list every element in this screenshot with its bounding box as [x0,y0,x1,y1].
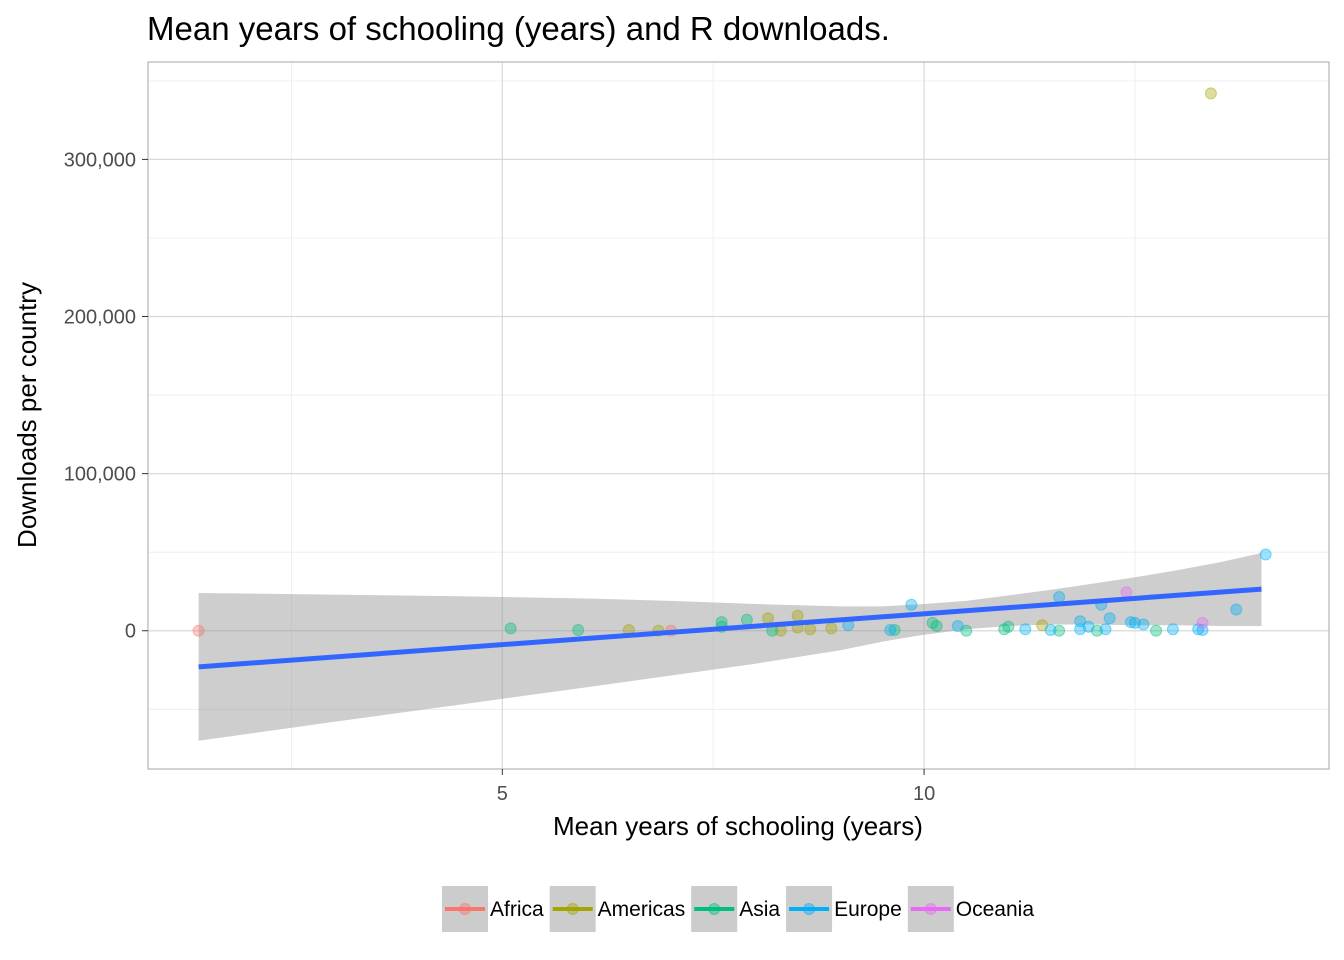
data-point-europe [1074,615,1087,628]
data-point-asia [998,623,1011,636]
data-point-europe [1124,616,1137,629]
legend-label: Oceania [956,898,1035,921]
confidence-band [198,553,1262,741]
data-point-asia [1002,620,1015,633]
data-point-asia [960,624,973,637]
data-point-europe [1166,623,1179,636]
data-point-americas [791,609,804,622]
data-point-asia [926,616,939,629]
y-tick-label: 200,000 [64,307,136,329]
chart-title: Mean years of schooling (years) and R do… [147,10,890,47]
data-point-americas [804,623,817,636]
confidence-band-area [198,553,1262,741]
data-point-europe [1196,624,1209,636]
data-point-africa [192,624,205,637]
data-point-europe [1019,623,1032,636]
legend: Africa Americas Asia Europe Oceania [441,886,1035,932]
data-point-europe [905,598,918,611]
regression-line [198,586,1262,670]
legend-item-oceania: Oceania [907,886,1035,932]
plot-panel [147,61,1330,770]
data-point-europe [1230,603,1243,616]
data-point-oceania [1196,616,1209,629]
data-point-europe [1074,623,1087,636]
legend-key-point [803,903,816,915]
data-point-americas [1036,619,1049,632]
data-point-europe [1192,623,1205,636]
legend-key-point [458,903,471,915]
data-point-europe [1129,616,1141,629]
data-point-americas [762,612,774,625]
legend-label: Asia [739,898,780,921]
x-tick-label: 5 [497,783,508,805]
legend-label: Europe [834,898,902,921]
legend-item-europe: Europe [786,886,902,932]
data-point-europe [1082,620,1095,633]
data-point-europe [951,620,964,632]
data-point-europe [1044,624,1057,636]
data-point-europe [884,624,897,636]
legend-item-africa: Africa [441,886,544,932]
plot-background [148,62,1329,769]
legend-label: Americas [598,898,686,921]
y-tick-label: 100,000 [64,464,136,486]
data-point-asia [572,624,585,636]
x-axis: 5 10 [497,769,935,805]
legend-label: Africa [490,898,544,921]
regression-line-path [198,586,1262,670]
data-point-europe [1137,618,1150,631]
data-point-oceania [1120,586,1133,599]
x-axis-title: Mean years of schooling (years) [553,811,923,841]
x-tick-label: 10 [913,783,935,805]
data-point-asia [1053,624,1066,637]
data-point-asia [740,613,753,626]
legend-key-point [708,903,721,915]
data-point-asia [504,622,517,635]
y-tick-label: 0 [125,621,136,643]
y-axis-title: Downloads per country [12,282,42,548]
minor-gridlines [148,62,1329,769]
legend-item-asia: Asia [691,886,780,932]
y-tick-label: 300,000 [64,149,136,171]
data-point-asia [1150,624,1163,637]
data-point-europe [1099,623,1112,636]
data-point-asia [888,624,901,636]
legend-key-point [566,903,579,915]
data-point-asia [1091,624,1103,637]
data-point-europe [1103,612,1116,625]
data-point-asia [930,620,943,632]
y-axis: 0 100,000 200,000 300,000 [64,149,148,643]
data-point-europe [1053,591,1066,603]
legend-key-point [924,903,937,915]
data-point-americas [1204,87,1217,100]
data-point-americas [825,622,838,635]
legend-item-americas: Americas [549,886,686,932]
major-gridlines [148,62,1329,769]
data-point-europe [1259,548,1272,561]
plot-border [147,61,1330,770]
